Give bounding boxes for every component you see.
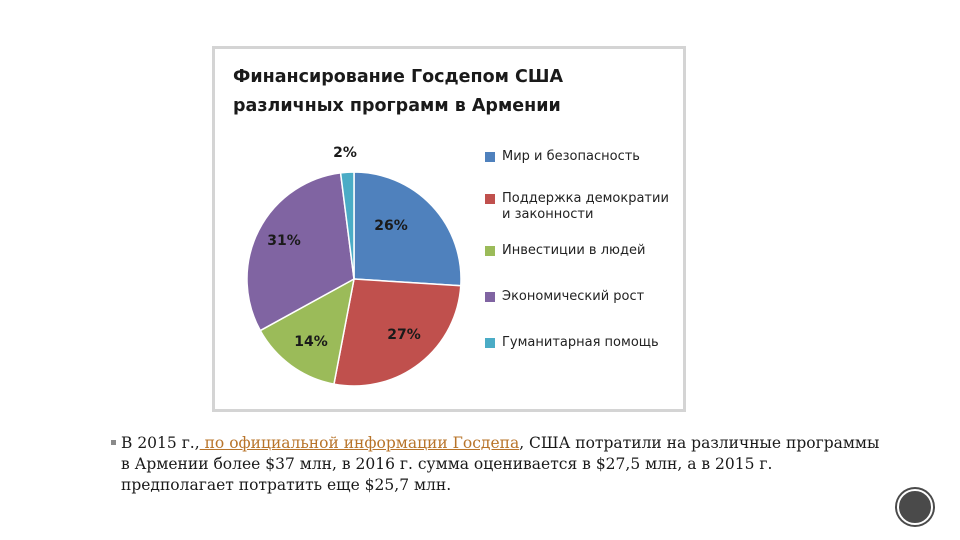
- legend-swatch: [485, 338, 495, 348]
- pie-slice-4: [246, 172, 355, 332]
- data-label-3: 14%: [294, 334, 328, 350]
- chart-title-line-2: различных программ в Армении: [233, 96, 561, 116]
- pie-slice-3: [259, 277, 356, 385]
- legend-item-1: Мир и безопасность: [485, 149, 640, 165]
- legend-label: Поддержка демократии и законности: [502, 191, 669, 222]
- legend-label: Гуманитарная помощь: [502, 335, 659, 350]
- data-label-1: 26%: [374, 218, 408, 234]
- pie-slice-2: [333, 278, 462, 387]
- chart-title: Финансирование Госдепом США различных пр…: [233, 63, 673, 121]
- data-label-2: 27%: [387, 327, 421, 343]
- pie-slice-1: [353, 171, 462, 287]
- legend-item-4: Экономический рост: [485, 289, 644, 305]
- legend-swatch: [485, 246, 495, 256]
- legend-label: Экономический рост: [502, 289, 645, 304]
- legend-swatch: [485, 292, 495, 302]
- chart-title-line-1: Финансирование Госдепом США: [233, 67, 564, 87]
- legend-item-2: Поддержка демократии и законности: [485, 191, 669, 223]
- data-label-4: 31%: [267, 233, 301, 249]
- body-paragraph: В 2015 г., по официальной информации Гос…: [111, 433, 881, 496]
- legend-item-3: Инвестиции в людей: [485, 243, 645, 259]
- body-text-part-1: В 2015 г.,: [121, 434, 200, 452]
- source-link[interactable]: по официальной информации Госдепа: [199, 434, 520, 452]
- legend-label: Инвестиции в людей: [502, 243, 646, 258]
- body-text-part-2: , США потратили на различные программы в…: [121, 434, 880, 494]
- chart-frame: Финансирование Госдепом США различных пр…: [212, 46, 686, 412]
- page-number-badge: [897, 489, 933, 525]
- pie-chart: 26% 27% 14% 31% 2%: [246, 145, 462, 387]
- pie-slice-5: [339, 171, 355, 280]
- legend-label: Мир и безопасность: [502, 149, 640, 164]
- legend-swatch: [485, 152, 495, 162]
- legend-swatch: [485, 194, 495, 204]
- legend-item-5: Гуманитарная помощь: [485, 335, 659, 351]
- data-label-5: 2%: [333, 145, 357, 161]
- bullet-marker: [111, 440, 116, 445]
